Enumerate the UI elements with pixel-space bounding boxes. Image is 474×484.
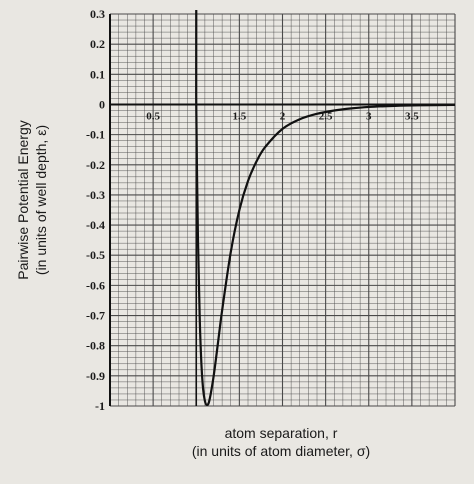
y-axis-subtitle: (in units of well depth, ε) <box>33 125 49 275</box>
x-axis-title: atom separation, r <box>225 425 338 441</box>
y-tick-label: -0.6 <box>86 278 105 292</box>
x-tick-label: 1.5 <box>233 110 247 122</box>
y-tick-label: -0.1 <box>86 128 105 142</box>
x-tick-label: 3 <box>366 110 372 122</box>
y-tick-label: 0.1 <box>90 67 105 81</box>
y-tick-label: 0 <box>99 97 105 111</box>
x-axis-subtitle: (in units of atom diameter, σ) <box>192 443 370 459</box>
y-tick-label: -0.4 <box>86 218 105 232</box>
y-tick-label: -0.5 <box>86 248 105 262</box>
series-line <box>195 9 456 406</box>
y-tick-label: -0.2 <box>86 158 105 172</box>
y-tick-label: -0.9 <box>86 369 105 383</box>
y-axis-title: Pairwise Potential Energy <box>15 120 31 280</box>
x-tick-label: 0.5 <box>146 110 160 122</box>
tick-labels: 0.3 0.2 0.1 0 -0.1 -0.2 -0.3 -0.4 -0.5 -0.6 -0.7 -0… <box>86 7 419 413</box>
grid <box>109 13 456 407</box>
x-tick-label: 2 <box>280 110 286 122</box>
y-tick-label: 0.3 <box>90 7 105 21</box>
y-tick-label: -0.7 <box>86 309 105 323</box>
y-tick-label: 0.2 <box>90 37 105 51</box>
x-tick-label: 3.5 <box>405 110 419 122</box>
y-tick-label: -0.8 <box>86 339 105 353</box>
y-tick-label: -0.3 <box>86 188 105 202</box>
y-tick-label: -1 <box>95 399 105 413</box>
